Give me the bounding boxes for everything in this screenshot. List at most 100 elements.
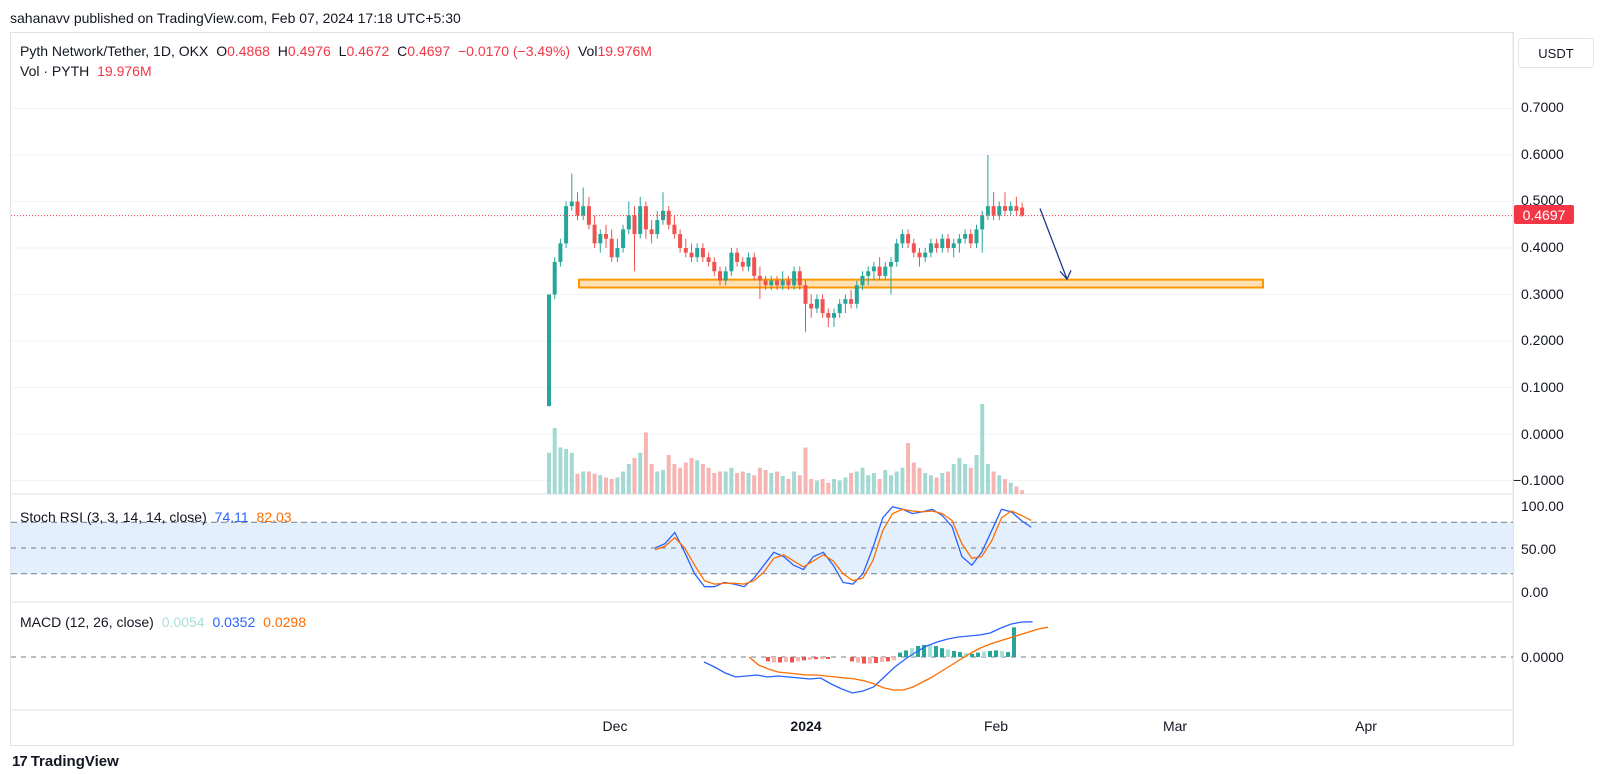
volume-bar (820, 479, 825, 494)
candle-body (1008, 206, 1013, 211)
volume-bar (889, 475, 893, 494)
macd-histogram-bar (922, 644, 926, 657)
candle-body (695, 248, 700, 258)
volume-bar (900, 467, 905, 494)
candle-body (906, 234, 911, 244)
macd-histogram-bar (982, 651, 986, 657)
volume-bar (797, 475, 802, 494)
candle-body (632, 215, 637, 235)
y-tick-label: 0.0000 (1521, 426, 1564, 442)
volume-bar (814, 480, 819, 494)
macd-histogram-bar (802, 657, 806, 661)
volume-bar (780, 476, 785, 494)
currency-unit-button[interactable]: USDT (1518, 38, 1594, 68)
volume-bar (666, 455, 671, 494)
volume-bar (718, 471, 722, 494)
candle-body (718, 271, 722, 281)
candle-body (678, 234, 683, 248)
volume-bar (877, 479, 882, 494)
volume-bar (757, 467, 762, 494)
volume-bar (951, 464, 956, 494)
candle-body (638, 206, 643, 235)
candle-body (871, 266, 876, 272)
x-tick-label: Mar (1162, 718, 1188, 734)
candle-body (706, 257, 711, 262)
volume-bar (626, 464, 631, 494)
macd-histogram-bar (862, 657, 866, 664)
symbol-name[interactable]: Pyth Network/Tether, 1D, OKX (20, 43, 209, 59)
volume-bar (775, 471, 779, 494)
macd-histogram-bar (856, 657, 860, 663)
stoch-label[interactable]: Stoch RSI (3, 3, 14, 14, close) (20, 509, 207, 525)
candle-body (911, 243, 916, 253)
volume-bar (558, 447, 563, 494)
volume-bar (638, 452, 643, 494)
volume-bar (621, 471, 626, 494)
volume-bar (934, 477, 939, 494)
candle-body (712, 261, 717, 272)
stoch-tick-label: 0.00 (1521, 584, 1549, 600)
candle-body (746, 257, 751, 267)
candle-body (923, 252, 928, 258)
macd-histogram-bar (934, 646, 938, 657)
volume-bar (740, 471, 745, 494)
volume-bar (826, 482, 831, 494)
macd-label[interactable]: MACD (12, 26, close) (20, 614, 154, 630)
macd-histogram-bar (958, 652, 962, 657)
macd-histogram-bar (976, 652, 980, 657)
volume-bar (837, 480, 842, 494)
volume-indicator-value: 19.976M (97, 63, 152, 79)
volume-bar (803, 447, 808, 494)
vol-value: 19.976M (597, 43, 652, 59)
candle-body (889, 261, 893, 267)
volume-bar (980, 404, 985, 494)
macd-histogram-bar (814, 657, 818, 660)
candle-body (575, 201, 580, 216)
macd-histogram-bar (874, 657, 878, 664)
volume-bar (649, 464, 654, 494)
tradingview-logo[interactable]: 17 TradingView (12, 753, 119, 770)
high-label: H (277, 43, 288, 59)
volume-indicator-label[interactable]: Vol · PYTH (20, 63, 90, 79)
macd-histogram-bar (952, 650, 956, 657)
macd-histogram-bar (808, 657, 812, 660)
candle-body (814, 299, 819, 309)
volume-bar (592, 473, 597, 494)
y-tick-label: 0.3000 (1521, 286, 1564, 302)
volume-bar (963, 464, 968, 494)
volume-legend: Vol · PYTH 19.976M (20, 63, 156, 79)
macd-histogram-bar (772, 657, 776, 663)
volume-bar (678, 467, 683, 494)
macd-histogram-bar (1000, 650, 1004, 657)
candle-body (735, 252, 740, 262)
candle-body (866, 271, 871, 276)
macd-histogram-bar (994, 650, 998, 657)
volume-bar (763, 470, 768, 494)
volume-bar (832, 479, 836, 494)
volume-bar (746, 473, 751, 494)
candle-body (1014, 206, 1019, 211)
symbol-legend: Pyth Network/Tether, 1D, OKX O0.4868 H0.… (20, 43, 656, 59)
volume-bar (911, 462, 916, 494)
volume-bar (871, 473, 876, 494)
volume-bar (786, 479, 791, 494)
candle-body (809, 303, 814, 309)
macd-histogram-bar (946, 649, 950, 657)
candle-body (832, 313, 836, 318)
candle-body (729, 252, 734, 272)
volume-bar (1003, 479, 1007, 494)
candle-body (621, 229, 626, 248)
open-value: 0.4868 (227, 43, 270, 59)
candle-body (1020, 207, 1025, 216)
macd-histogram-bar (784, 657, 788, 662)
volume-bar (894, 471, 899, 494)
macd-hist-value: 0.0054 (161, 614, 205, 630)
vol-label: Vol (577, 43, 598, 59)
x-tick-label: Feb (983, 718, 1009, 734)
x-tick-label: Apr (1355, 718, 1377, 734)
volume-bar (552, 428, 557, 494)
macd-histogram-bar (910, 648, 914, 657)
volume-bar (940, 473, 945, 494)
open-label: O (216, 43, 228, 59)
